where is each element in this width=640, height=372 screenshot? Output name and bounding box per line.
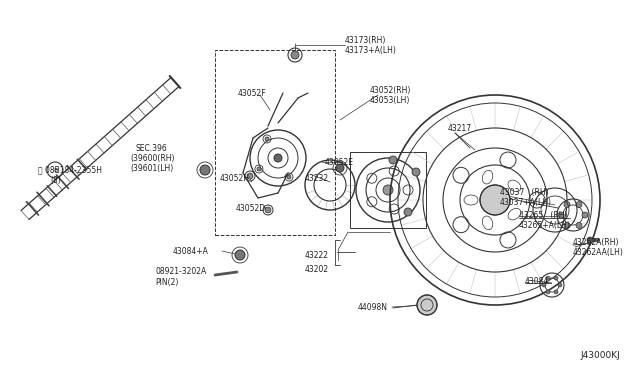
Circle shape bbox=[542, 283, 546, 287]
Circle shape bbox=[336, 164, 344, 172]
Circle shape bbox=[564, 222, 570, 228]
Text: 43052H: 43052H bbox=[220, 173, 250, 183]
Circle shape bbox=[404, 208, 412, 216]
Text: 43265+A(LH): 43265+A(LH) bbox=[519, 221, 571, 230]
Text: 44098N: 44098N bbox=[358, 304, 388, 312]
Text: 43052E: 43052E bbox=[325, 157, 354, 167]
Circle shape bbox=[265, 207, 271, 213]
Circle shape bbox=[383, 185, 393, 195]
Circle shape bbox=[564, 202, 570, 208]
Circle shape bbox=[265, 137, 269, 141]
Text: 43052D: 43052D bbox=[236, 203, 266, 212]
Text: (39601(LH): (39601(LH) bbox=[130, 164, 173, 173]
Text: B: B bbox=[53, 167, 57, 173]
Text: 43084+A: 43084+A bbox=[173, 247, 209, 257]
Text: (8): (8) bbox=[50, 176, 61, 185]
Text: 43037+A(LH): 43037+A(LH) bbox=[500, 198, 552, 206]
Circle shape bbox=[412, 168, 420, 176]
Circle shape bbox=[291, 51, 299, 59]
Circle shape bbox=[576, 222, 582, 228]
Circle shape bbox=[554, 290, 558, 294]
Text: 43262AA(LH): 43262AA(LH) bbox=[573, 247, 624, 257]
Text: 43037   (RH): 43037 (RH) bbox=[500, 187, 548, 196]
Circle shape bbox=[287, 175, 291, 179]
Text: 43202: 43202 bbox=[305, 266, 329, 275]
Text: PIN(2): PIN(2) bbox=[155, 278, 179, 286]
Bar bbox=[350, 152, 426, 228]
Text: 43265   (RH): 43265 (RH) bbox=[519, 211, 568, 219]
Text: 43217: 43217 bbox=[448, 124, 472, 132]
Text: SEC.396: SEC.396 bbox=[135, 144, 167, 153]
Text: 43052F: 43052F bbox=[238, 89, 267, 97]
Text: J43000KJ: J43000KJ bbox=[580, 350, 620, 359]
Circle shape bbox=[417, 295, 437, 315]
Text: 43053(LH): 43053(LH) bbox=[370, 96, 410, 105]
Circle shape bbox=[200, 165, 210, 175]
Bar bbox=[215, 50, 335, 235]
Text: 08921-3202A: 08921-3202A bbox=[155, 267, 206, 276]
Circle shape bbox=[257, 167, 261, 171]
Circle shape bbox=[546, 276, 550, 280]
Text: 43173+A(LH): 43173+A(LH) bbox=[345, 45, 397, 55]
Text: 43052(RH): 43052(RH) bbox=[370, 86, 412, 94]
Text: 43084: 43084 bbox=[525, 278, 549, 286]
Text: 43232: 43232 bbox=[305, 173, 329, 183]
Circle shape bbox=[389, 156, 397, 164]
Circle shape bbox=[576, 202, 582, 208]
Text: 43222: 43222 bbox=[305, 250, 329, 260]
Circle shape bbox=[554, 276, 558, 280]
Text: 43262A(RH): 43262A(RH) bbox=[573, 237, 620, 247]
Text: 43173(RH): 43173(RH) bbox=[345, 35, 387, 45]
Text: (39600(RH): (39600(RH) bbox=[130, 154, 175, 163]
Circle shape bbox=[587, 237, 593, 243]
Circle shape bbox=[546, 290, 550, 294]
Circle shape bbox=[558, 283, 562, 287]
Text: Ⓑ 08B184-2355H: Ⓑ 08B184-2355H bbox=[38, 166, 102, 174]
Circle shape bbox=[558, 212, 564, 218]
Circle shape bbox=[582, 212, 588, 218]
Circle shape bbox=[480, 185, 510, 215]
Circle shape bbox=[274, 154, 282, 162]
Circle shape bbox=[247, 173, 253, 179]
Circle shape bbox=[235, 250, 245, 260]
